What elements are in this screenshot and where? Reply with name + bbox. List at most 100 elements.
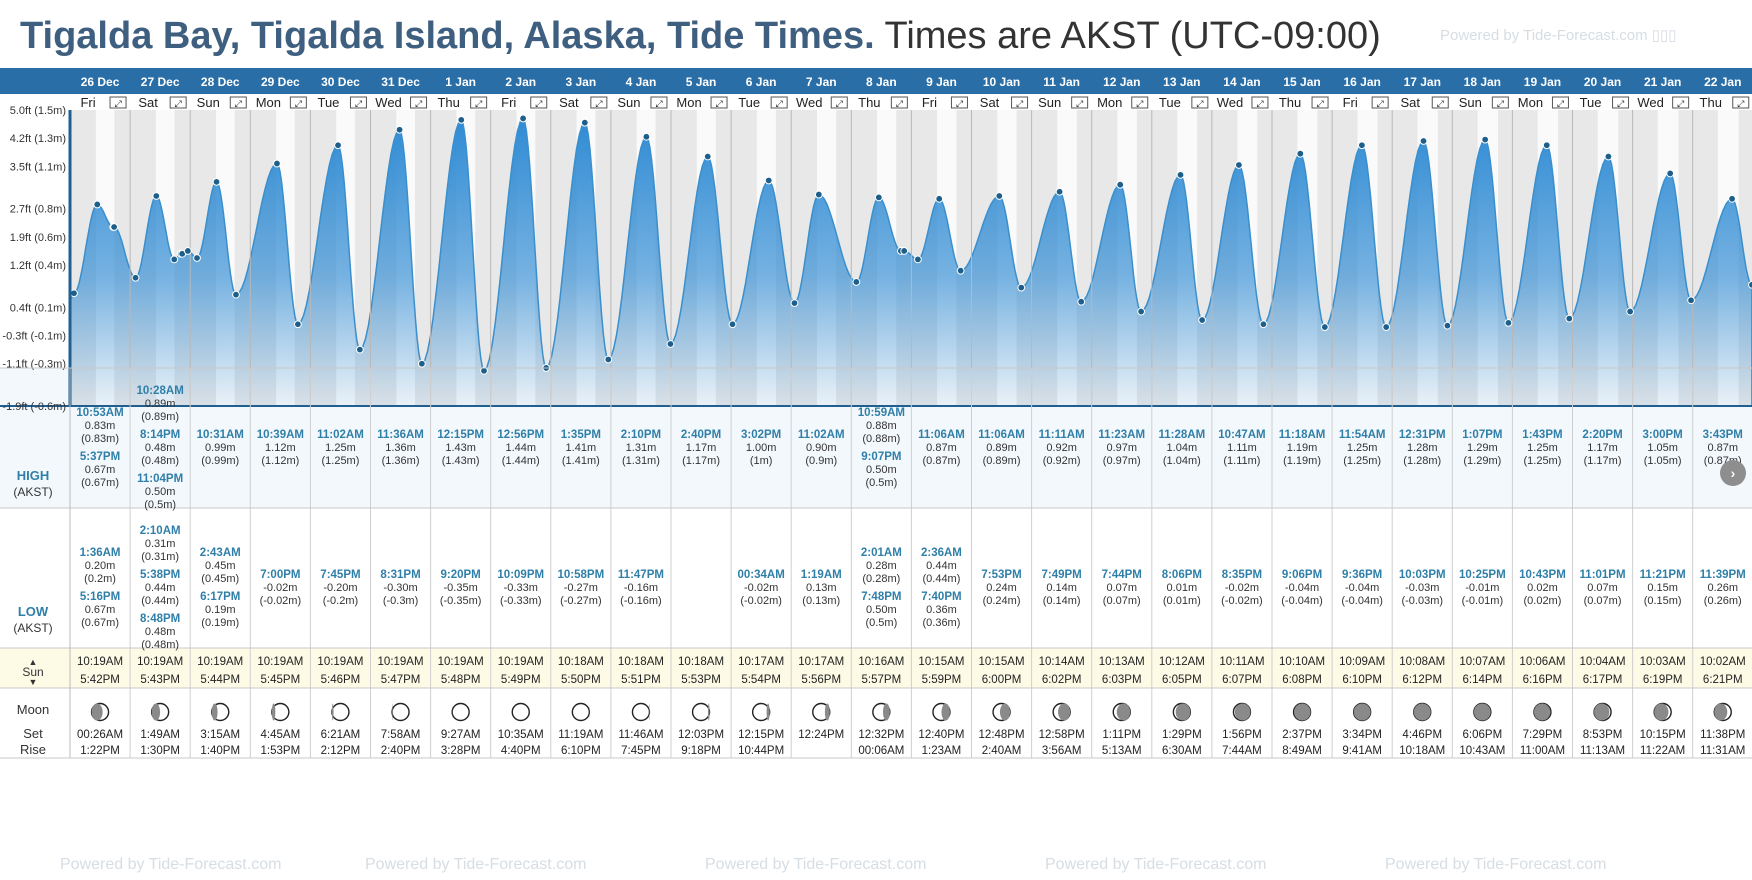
weekday-label: Wed — [796, 95, 823, 110]
sunrise-time: 10:19AM — [77, 656, 123, 668]
expand-icon — [1011, 96, 1029, 109]
low-time: 7:53PM — [981, 569, 1021, 581]
high-time: 12:56PM — [497, 429, 544, 441]
moonrise-time: 2:40AM — [982, 745, 1022, 757]
low-height: -0.03m — [1405, 582, 1439, 594]
tide-point — [1259, 320, 1268, 329]
low-time: 8:31PM — [380, 569, 420, 581]
tide-point — [764, 176, 773, 185]
low-height-paren: (0.36m) — [922, 617, 960, 629]
high-height: 1.25m — [1527, 442, 1558, 454]
high-height-paren: (0.5m) — [865, 477, 897, 489]
expand-arrow-icon: ⤢ — [1556, 99, 1564, 109]
low-time: 1:36AM — [80, 547, 121, 559]
high-time: 9:07PM — [861, 451, 901, 463]
moonset-time: 8:53PM — [1583, 729, 1623, 741]
moon-shadow-icon — [648, 703, 650, 721]
expand-icon — [1071, 96, 1089, 109]
tide-point — [1077, 297, 1086, 306]
low-height: 0.07m — [1587, 582, 1618, 594]
date-label: 5 Jan — [686, 75, 717, 89]
tide-point — [703, 152, 712, 161]
low-height: 0.13m — [806, 582, 837, 594]
low-time: 11:47PM — [618, 569, 664, 581]
low-height: -0.01m — [1465, 582, 1499, 594]
tide-point — [1198, 316, 1207, 324]
moon-phase-icon — [451, 702, 470, 722]
low-height: 0.19m — [205, 604, 236, 616]
tide-point — [93, 200, 102, 209]
expand-icon — [1131, 96, 1149, 109]
low-time: 2:36AM — [921, 547, 962, 559]
sun-down-icon: ▼ — [29, 677, 38, 687]
moonset-time: 1:56PM — [1222, 729, 1262, 741]
expand-arrow-icon: ⤢ — [1676, 99, 1684, 109]
moon-row-bg — [0, 688, 1752, 758]
low-height-paren: (0.26m) — [1704, 595, 1742, 607]
low-height: -0.27m — [564, 582, 598, 594]
high-time: 11:54AM — [1339, 429, 1386, 441]
low-time: 7:48PM — [861, 591, 901, 603]
low-height-paren: (-0.35m) — [440, 595, 482, 607]
expand-icon — [530, 96, 548, 109]
weekday-label: Fri — [1343, 95, 1358, 110]
tide-point — [334, 141, 342, 150]
sunset-time: 5:59PM — [922, 674, 962, 686]
date-label: 3 Jan — [566, 75, 597, 89]
high-height-paren: (1.11m) — [1223, 455, 1260, 467]
high-height: 1.31m — [626, 442, 657, 454]
weekday-label: Mon — [1518, 95, 1543, 110]
sunset-time: 5:47PM — [381, 674, 421, 686]
low-height-paren: (-0.02m) — [1221, 595, 1263, 607]
tide-point — [457, 115, 466, 124]
weekday-label: Sat — [980, 95, 1000, 110]
sunset-time: 5:49PM — [501, 674, 541, 686]
low-height-paren: (-0.33m) — [500, 595, 542, 607]
moon-shadow-icon — [707, 703, 710, 721]
low-time: 2:10AM — [140, 525, 181, 537]
moon-phase-icon — [391, 702, 410, 722]
scroll-right-button — [1720, 460, 1746, 486]
moon-phase-icon — [631, 702, 651, 722]
tide-point — [604, 355, 613, 364]
moonrise-time: 1:40PM — [200, 745, 240, 757]
date-label: 10 Jan — [983, 75, 1020, 89]
low-height: 0.01m — [1167, 582, 1198, 594]
moon-shadow-icon — [1533, 703, 1551, 721]
date-label: 29 Dec — [261, 75, 300, 89]
moonrise-time: 11:13AM — [1580, 745, 1625, 757]
moonset-time: 10:15PM — [1640, 729, 1686, 741]
low-height-paren: (0.07m) — [1103, 595, 1141, 607]
sunset-time: 6:05PM — [1162, 674, 1202, 686]
low-height: 0.02m — [1527, 582, 1558, 594]
low-time: 11:39PM — [1700, 569, 1746, 581]
expand-arrow-icon: ⤢ — [354, 99, 362, 109]
moon-shadow-icon — [1175, 703, 1191, 721]
expand-arrow-icon: ⤢ — [775, 99, 783, 109]
high-height: 0.92m — [1046, 442, 1077, 454]
page-title: Tigalda Bay, Tigalda Island, Alaska, Tid… — [20, 8, 1381, 64]
low-height: -0.02m — [744, 582, 778, 594]
high-time: 2:20PM — [1582, 429, 1622, 441]
sunset-time: 6:08PM — [1282, 674, 1322, 686]
tide-point — [1235, 161, 1243, 169]
moonrise-time: 9:41AM — [1342, 745, 1382, 757]
tide-point — [900, 247, 909, 255]
high-height-paren: (0.99m) — [201, 455, 239, 467]
weekday-label: Sun — [197, 95, 220, 110]
tide-point — [1443, 321, 1452, 330]
high-time: 1:35PM — [561, 429, 601, 441]
expand-arrow-icon: ⤢ — [654, 99, 662, 109]
sunset-time: 6:19PM — [1643, 674, 1683, 686]
sunset-time: 6:00PM — [982, 674, 1022, 686]
weekday-label: Mon — [676, 95, 701, 110]
low-time: 10:25PM — [1459, 569, 1506, 581]
expand-arrow-icon: ⤢ — [594, 99, 602, 109]
moon-shadow-icon — [1293, 703, 1311, 721]
sunset-time: 5:48PM — [441, 674, 481, 686]
moonrise-time: 10:44PM — [738, 745, 784, 757]
expand-icon — [1551, 96, 1569, 109]
expand-icon — [470, 96, 488, 109]
y-tick-label: 3.5ft (1.1m) — [10, 161, 66, 173]
date-label: 27 Dec — [141, 75, 180, 89]
